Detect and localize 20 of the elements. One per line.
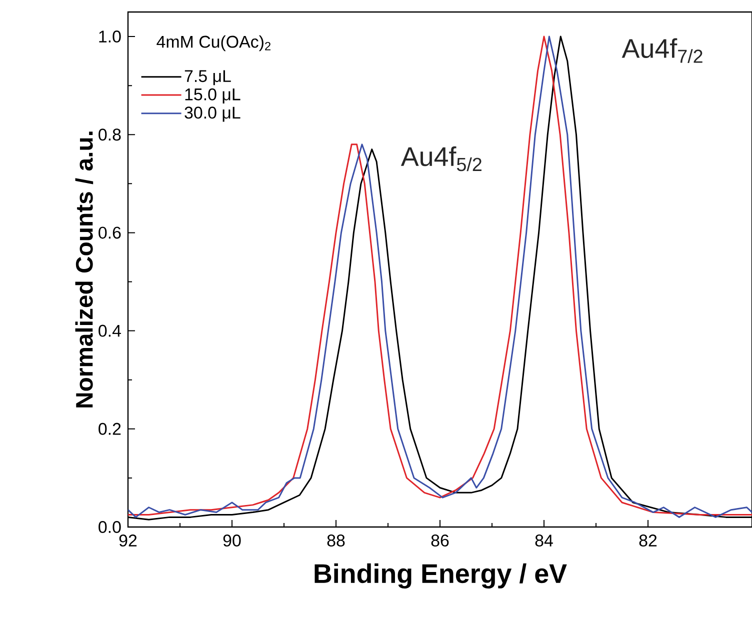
legend-label: 7.5 μL [184,70,231,86]
x-axis-title: Binding Energy / eV [314,563,567,589]
y-tick-label: 0.0 [98,521,121,533]
x-tick-label: 92 [119,534,137,547]
legend-label: 15.0 μL [185,88,240,104]
x-tick-label: 90 [223,534,241,547]
x-tick-label: 86 [431,534,449,547]
x-tick-label: 82 [639,534,657,547]
annotation: Au4f$_{7/2}$ [622,38,702,63]
y-tick-label: 1.0 [99,30,121,43]
y-tick-label: 0.2 [98,422,121,435]
y-axis-title: Normalized Counts / a.u. [75,132,94,408]
legend-label: 30.0 μL [184,106,240,122]
y-tick-label: 0.4 [98,324,121,337]
y-tick-label: 0.6 [98,226,121,239]
y-tick-label: 0.8 [98,128,121,141]
x-tick-label: 88 [327,534,345,547]
x-tick-label: 84 [535,534,553,547]
annotation: Au4f$_{5/2}$ [400,146,482,172]
legend-title: 4mM Cu(OAc)$_{2}$ [156,35,270,52]
